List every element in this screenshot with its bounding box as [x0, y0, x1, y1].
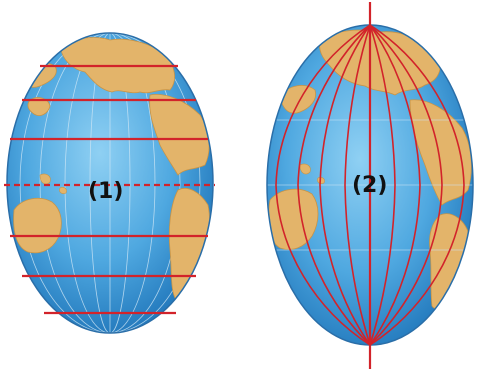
globe-2-land-northwest: [279, 85, 317, 114]
globe-1-land-southwest: [13, 197, 62, 254]
globe-1-land-east: [149, 93, 210, 176]
globe-2-meridian-8: [369, 24, 443, 346]
globe-2-meridian-3: [319, 24, 371, 346]
globe-1-land-west-small: [27, 97, 51, 116]
globe-2-land-southeast: [429, 213, 471, 310]
globe-2-land-islands: [299, 163, 325, 184]
globe-1-label: (1): [88, 179, 123, 204]
globe-2-meridians: [275, 24, 465, 346]
globe-2-meridian-1: [275, 24, 371, 346]
globe-1-parallels: [4, 64, 215, 315]
globe-2-meridian-6: [369, 24, 396, 346]
globe-2: (2): [266, 2, 474, 369]
globe-2-meridian-9: [369, 24, 465, 346]
globe-2-meridian-7: [369, 24, 421, 346]
globe-1-outline: [6, 32, 214, 334]
globe-1-land-islands: [39, 173, 67, 194]
globe-2-land-east: [409, 99, 472, 206]
globe-2-meridian-4: [344, 24, 371, 346]
globe-2-meridian-2: [297, 24, 371, 346]
globe-1: (1): [4, 32, 215, 334]
globe-2-label: (2): [352, 173, 387, 198]
